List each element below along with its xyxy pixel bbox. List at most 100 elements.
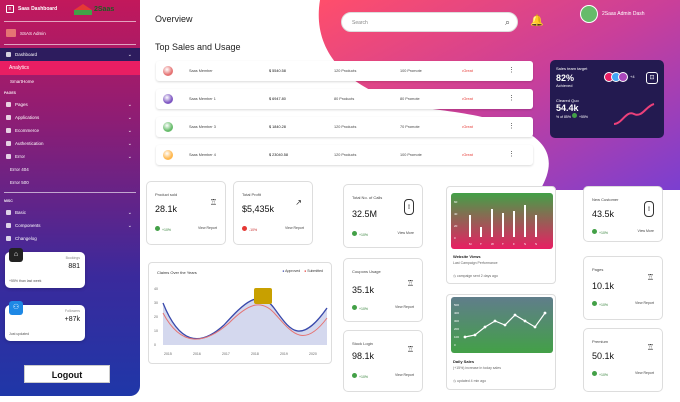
svg-text:10: 10 [154,329,158,333]
sidebar-item-authentication[interactable]: Authentication ⌄ [0,137,140,150]
cart-icon: ♖ [209,198,217,207]
cart-icon: ♖ [646,343,654,352]
claims-chart: 40 30 20 10 0 2015 2016 2017 2018 2019 2… [154,287,328,356]
svg-text:2017: 2017 [222,352,230,356]
team-trend-line [613,103,655,125]
sidebar-item-dashboard[interactable]: Dashboard ⌄ [0,48,140,61]
section-title: Top Sales and Usage [155,42,241,52]
bookings-card: ⌂ Bookings 881 +55% than last week [5,248,85,288]
team-avatars: +4 [604,72,635,82]
sidebar-item-applications[interactable]: Applications ⌄ [0,111,140,124]
logo-icon [74,4,92,15]
svg-text:2020: 2020 [309,352,317,356]
error-icon [6,154,11,159]
search-input[interactable]: Search ⌕ [341,12,518,32]
changelog-icon [6,236,11,241]
svg-text:400: 400 [454,311,459,315]
member-avatar [163,66,173,76]
svg-text:0: 0 [154,343,156,347]
claims-tooltip [254,288,272,304]
website-views-card: 60 40 20 0 M T W T F S S Website Views L… [446,186,556,284]
product-sold-card: Product sold 28.1k ♖ +10% View Report [146,181,226,245]
sidebar-item-smarthome[interactable]: SmartHome [10,79,35,84]
apps-icon [6,115,11,120]
svg-text:0: 0 [454,236,456,240]
bell-icon[interactable]: 🔔 [530,15,544,27]
svg-text:200: 200 [454,327,459,331]
phone-icon: ▯ [404,199,414,215]
more-icon[interactable]: ⋮ [508,123,515,130]
more-icon[interactable]: ⋮ [508,67,515,74]
premium-card: Premium 50.1k ♖ +10% View Report [583,328,663,392]
components-icon [6,223,11,228]
cart-icon [6,128,11,133]
more-icon[interactable]: ⋮ [508,151,515,158]
sofa-icon: ⌂ [9,248,23,262]
lock-icon[interactable]: ⊡ [646,72,658,84]
svg-text:T: T [502,242,504,246]
cart-icon: ♖ [406,279,414,288]
sidebar-item-error-404[interactable]: Error 404 [10,167,29,172]
users-icon: ⚇ [9,301,23,315]
sales-row[interactable]: Saas Member $ 5540.58 120 Products 100 P… [156,61,533,81]
divider [4,44,136,45]
stock-login-card: Stock Login 98.1k ♖ +10% View Report [343,330,423,392]
svg-text:W: W [491,242,494,246]
member-avatar [163,150,173,160]
claims-chart-card: Claims Over the Years ● Approved ● Submi… [148,262,332,364]
sidebar-item-basic[interactable]: Basic ⌄ [0,206,140,219]
sidebar-brand[interactable]: ≡ Saas Dashboard [0,0,140,18]
sidebar-section-misc: MISC [4,199,13,203]
svg-text:60: 60 [454,200,458,204]
menu-icon: ≡ [6,5,14,13]
svg-text:30: 30 [154,301,158,305]
trend-icon: ↗ [295,198,302,207]
sales-row[interactable]: Saas Member 3 $ 1840.28 120 Products 70 … [156,117,533,137]
lock-icon [6,141,11,146]
svg-text:F: F [513,242,515,246]
sidebar-item-pages[interactable]: Pages ⌄ [0,98,140,111]
cart-icon: ♖ [646,273,654,282]
sidebar-item-ecommerce[interactable]: Ecommerce ⌄ [0,124,140,137]
svg-text:40: 40 [154,287,158,291]
sidebar-item-changelog[interactable]: Changelog [0,232,140,245]
more-icon[interactable]: ⋮ [508,95,515,102]
sidebar: ≡ Saas Dashboard SSAS Admin Dashboard ⌄ An… [0,0,140,396]
admin-avatar[interactable] [580,5,598,23]
sales-row[interactable]: Saas Member 4 $ 23040.58 120 Products 10… [156,145,533,165]
sidebar-user[interactable]: SSAS Admin [0,25,140,41]
logout-button[interactable]: Logout [24,365,110,383]
divider [4,192,136,193]
sidebar-item-analytics[interactable]: Analytics [0,61,140,75]
claims-legend: ● Approved ● Submitted [282,269,323,273]
sales-row[interactable]: Saas Member 1 $ 6947.80 80 Products 80 P… [156,89,533,109]
svg-text:100: 100 [454,335,459,339]
page-title: Overview [155,14,193,24]
website-views-chart: 60 40 20 0 M T W T F S S [451,193,553,249]
member-avatar [163,122,173,132]
sidebar-item-components[interactable]: Components ⌄ [0,219,140,232]
admin-name[interactable]: 2Saas Admin Dash [602,11,645,17]
sidebar-item-error[interactable]: Error ⌄ [0,150,140,163]
svg-text:20: 20 [154,315,158,319]
brand-logo[interactable]: 2Saas [74,4,114,15]
coupons-card: Coupons Usage 35.1k ♖ +10% View Report [343,258,423,322]
svg-text:2018: 2018 [251,352,259,356]
divider [4,21,136,22]
total-calls-card: Total No. of Calls 32.5M ▯ +10% View Mor… [343,184,423,248]
svg-text:M: M [469,242,472,246]
total-profit-card: Total Profit $5,435k ↗ -10% View Report [233,181,313,245]
phone-icon: ▯ [644,201,654,217]
svg-text:S: S [524,242,526,246]
svg-text:2016: 2016 [193,352,201,356]
search-icon[interactable]: ⌕ [504,17,510,27]
sidebar-item-error-500[interactable]: Error 500 [10,180,29,185]
followers-card: ⚇ Followers +87k Just updated [5,301,85,341]
daily-sales-card: 500 400 300 200 100 0 Daily Sales (+15%)… [446,294,556,390]
svg-text:40: 40 [454,212,458,216]
user-avatar [6,29,16,37]
cart-icon: ♖ [406,345,414,354]
svg-text:T: T [480,242,482,246]
website-views-footer: ◷ campaign sent 2 days ago [453,274,498,278]
svg-text:2019: 2019 [280,352,288,356]
